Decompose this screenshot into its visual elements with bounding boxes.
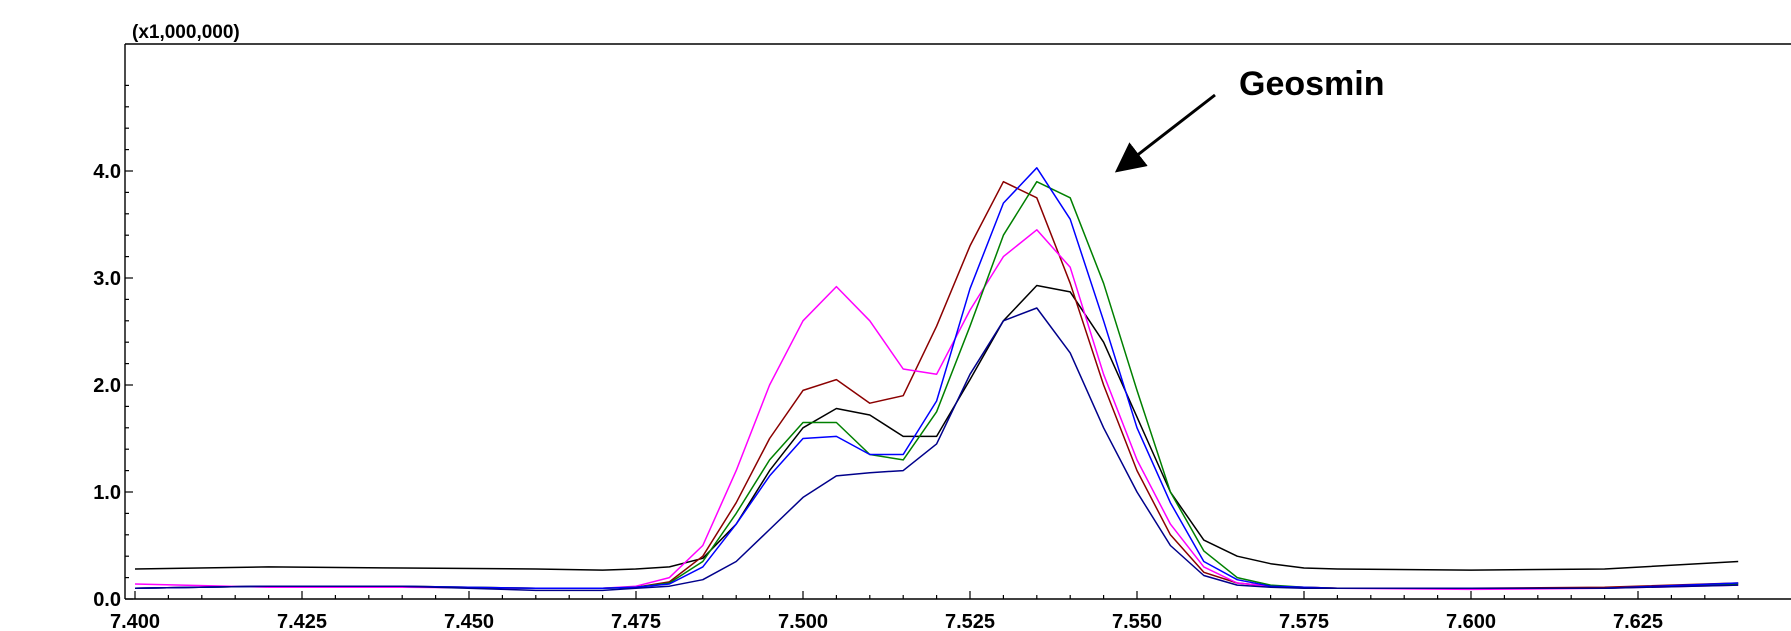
y-axis: 0.0 1.0 2.0 3.0 4.0 [93, 84, 133, 611]
y-tick-label: 2.0 [93, 375, 121, 397]
x-axis: 7.400 7.425 7.450 7.475 7.500 7.525 7.550 7.575… [110, 591, 1739, 631]
plot-frame [124, 43, 1791, 600]
geosmin-label: Geosmin [1239, 65, 1384, 103]
x-tick-label: 7.625 [1613, 611, 1663, 631]
geosmin-annotation: Geosmin [1114, 65, 1384, 173]
x-tick-label: 7.575 [1279, 611, 1329, 631]
series-line-1 [134, 284, 1739, 571]
series-line-2 [134, 180, 1739, 590]
series-line-4 [134, 180, 1739, 590]
x-tick-label: 7.500 [778, 611, 828, 631]
series-group [134, 167, 1739, 592]
geosmin-arrow [1114, 93, 1216, 173]
series-line-6 [134, 307, 1739, 592]
x-tick-label: 7.450 [444, 611, 494, 631]
x-tick-label: 7.425 [277, 611, 327, 631]
y-tick-label: 3.0 [93, 268, 121, 290]
x-tick-label: 7.600 [1446, 611, 1496, 631]
x-tick-label: 7.550 [1112, 611, 1162, 631]
y-tick-label: 0.0 [93, 589, 121, 611]
series-line-3 [134, 229, 1739, 591]
x-tick-label: 7.525 [945, 611, 995, 631]
y-tick-label: 1.0 [93, 482, 121, 504]
x-tick-label: 7.400 [110, 611, 160, 631]
x-tick-label: 7.475 [611, 611, 661, 631]
series-line-5 [134, 167, 1739, 590]
y-scale-multiplier-label: (x1,000,000) [132, 22, 240, 43]
y-tick-label: 4.0 [93, 161, 121, 183]
